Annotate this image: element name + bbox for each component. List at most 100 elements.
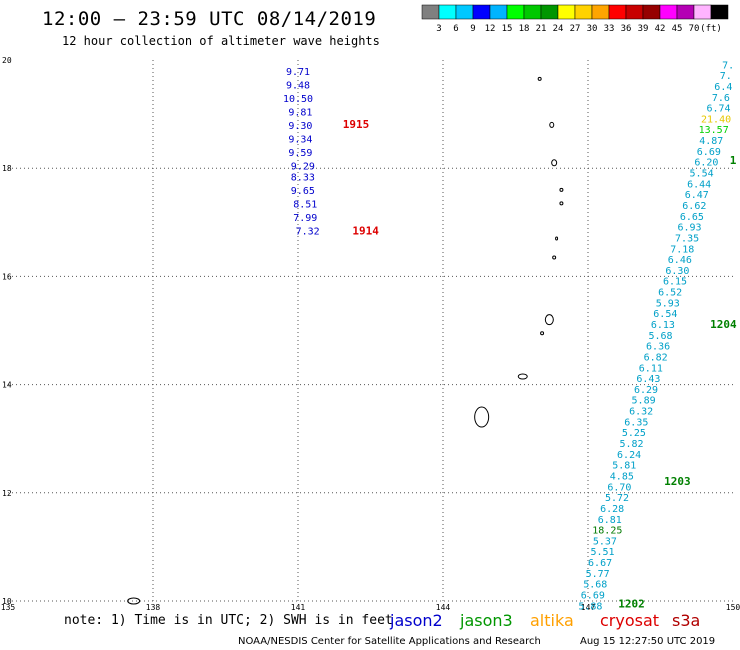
wave-height-value: 6.54 bbox=[653, 309, 677, 320]
generated-timestamp: Aug 15 12:27:50 UTC 2019 bbox=[580, 636, 716, 647]
legend-s3a: s3a bbox=[672, 611, 701, 630]
wave-height-value: 5.68 bbox=[583, 580, 607, 591]
island-outline bbox=[474, 406, 490, 428]
latitude-label: 18 bbox=[2, 164, 12, 173]
pass-time-label: 1 bbox=[730, 154, 737, 167]
scale-label: 39 bbox=[638, 24, 649, 34]
legend-cryosat: cryosat bbox=[600, 611, 660, 630]
wave-height-value: 6.24 bbox=[617, 450, 641, 461]
scale-label: 45 bbox=[672, 24, 683, 34]
wave-height-value: 18.25 bbox=[592, 526, 622, 537]
longitude-label: 150 bbox=[726, 603, 740, 610]
wave-height-value: 6.44 bbox=[687, 179, 711, 190]
wave-height-value: 9.48 bbox=[286, 80, 310, 91]
map-subtitle: 12 hour collection of altimeter wave hei… bbox=[62, 34, 380, 48]
wave-height-value: 6.81 bbox=[598, 515, 622, 526]
wave-height-value: 6.32 bbox=[629, 407, 653, 418]
scale-label: 24 bbox=[553, 24, 564, 34]
scale-label: (ft) bbox=[700, 24, 722, 34]
island-outline bbox=[551, 159, 558, 167]
island-outline bbox=[540, 331, 545, 336]
wave-height-value: 9.65 bbox=[291, 186, 315, 197]
scale-label: 70 bbox=[689, 24, 700, 34]
island-outline bbox=[559, 187, 564, 192]
scale-label: 30 bbox=[587, 24, 598, 34]
scale-label: 15 bbox=[502, 24, 513, 34]
wave-height-value: 5.25 bbox=[622, 428, 646, 439]
island-outline bbox=[552, 255, 557, 260]
wave-height-value: 4.87 bbox=[699, 136, 723, 147]
wave-height-value: 4.85 bbox=[610, 471, 634, 482]
scale-label: 12 bbox=[485, 24, 496, 34]
wave-height-value: 6.4 bbox=[714, 82, 732, 93]
color-scale-legend: 3 6 9 12 15 18 21 24 27 30 33 36 39 42 45 70 (ft) bbox=[421, 4, 729, 34]
scale-label: 27 bbox=[570, 24, 581, 34]
island-outline bbox=[127, 597, 141, 605]
wave-height-value: 6.93 bbox=[677, 223, 701, 234]
wave-height-value: 7.18 bbox=[670, 244, 694, 255]
legend-jason2: jason2 bbox=[390, 611, 443, 630]
wave-height-value: 6.82 bbox=[644, 352, 668, 363]
wave-height-value: 5.77 bbox=[586, 569, 610, 580]
wave-height-value: 8.51 bbox=[293, 199, 317, 210]
wave-height-value: 6.11 bbox=[639, 363, 663, 374]
longitude-label: 147 bbox=[581, 603, 596, 610]
pass-time-label: 1202 bbox=[618, 598, 645, 610]
pass-time-label: 1914 bbox=[352, 224, 379, 237]
wave-height-value: 9.30 bbox=[288, 121, 312, 132]
wave-height-value: 5.68 bbox=[648, 331, 672, 342]
wave-height-value: 6.29 bbox=[634, 385, 658, 396]
scale-label: 6 bbox=[453, 24, 458, 34]
wave-height-value: 10.50 bbox=[283, 94, 313, 105]
longitude-label: 138 bbox=[146, 603, 161, 610]
scale-label: 36 bbox=[621, 24, 632, 34]
latitude-label: 16 bbox=[2, 272, 12, 281]
wave-height-value: 6.70 bbox=[607, 482, 631, 493]
island-outline bbox=[544, 314, 554, 326]
scale-label: 42 bbox=[655, 24, 666, 34]
wave-height-value: 6.69 bbox=[697, 147, 721, 158]
wave-height-value: 9.29 bbox=[291, 161, 315, 172]
longitude-label: 141 bbox=[291, 603, 306, 610]
island-outline bbox=[555, 236, 559, 241]
wave-height-value: 6.15 bbox=[663, 277, 687, 288]
wave-height-value: 5.51 bbox=[590, 547, 614, 558]
wave-height-value: 6.30 bbox=[665, 266, 689, 277]
wave-height-value: 6.28 bbox=[600, 504, 624, 515]
wave-height-value: 7. bbox=[722, 60, 734, 71]
wave-height-value: 6.47 bbox=[685, 190, 709, 201]
wave-height-value: 6.52 bbox=[658, 288, 682, 299]
legend-jason3: jason3 bbox=[460, 611, 513, 630]
pass-time-label: 1204 bbox=[710, 318, 737, 331]
wave-height-value: 7.32 bbox=[296, 226, 320, 237]
longitude-label: 144 bbox=[436, 603, 451, 610]
scale-label: 33 bbox=[604, 24, 615, 34]
pass-time-label: 1203 bbox=[664, 475, 691, 488]
wave-height-value: 6.67 bbox=[588, 558, 612, 569]
wave-height-value: 6.46 bbox=[668, 255, 692, 266]
scale-label: 3 bbox=[436, 24, 441, 34]
wave-height-value: 9.34 bbox=[288, 134, 312, 145]
island-outline bbox=[559, 201, 564, 206]
wave-height-value: 5.93 bbox=[656, 298, 680, 309]
pass-time-label: 1915 bbox=[343, 118, 370, 131]
longitude-label: 135 bbox=[1, 603, 16, 610]
wave-height-value: 5.82 bbox=[619, 439, 643, 450]
wave-height-value: 6.65 bbox=[680, 212, 704, 223]
footer-note: note: 1) Time is in UTC; 2) SWH is in fe… bbox=[64, 613, 393, 628]
latitude-label: 14 bbox=[2, 381, 12, 390]
wave-height-value: 7.35 bbox=[675, 233, 699, 244]
wave-height-value: 6.69 bbox=[581, 591, 605, 602]
wave-height-value: 13.57 bbox=[699, 125, 729, 136]
scale-label: 9 bbox=[470, 24, 475, 34]
wave-height-value: 21.40 bbox=[701, 114, 731, 125]
latitude-label: 10 bbox=[2, 597, 12, 606]
latitude-label: 20 bbox=[2, 56, 12, 65]
island-outline bbox=[549, 121, 555, 128]
wave-height-value: 5.89 bbox=[632, 396, 656, 407]
wave-height-value: 9.71 bbox=[286, 67, 310, 78]
scale-label: 21 bbox=[536, 24, 547, 34]
legend-altika: altika bbox=[530, 611, 574, 630]
wave-height-value: 7.99 bbox=[293, 213, 317, 224]
